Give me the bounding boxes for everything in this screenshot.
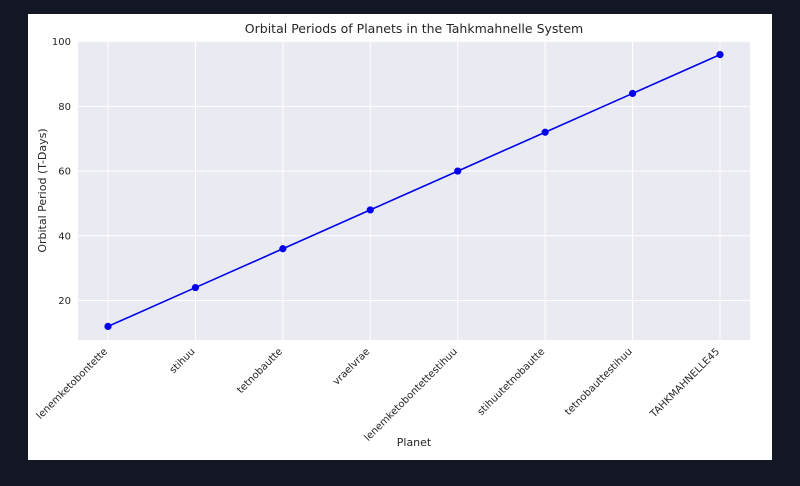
data-point xyxy=(628,89,637,98)
x-tick-label: lenemketobontette xyxy=(35,346,110,421)
data-point xyxy=(716,50,724,59)
data-points xyxy=(104,50,724,331)
y-axis-ticks: 20 40 60 80 100 xyxy=(52,37,71,307)
grid-lines xyxy=(78,41,750,340)
x-tick-label: tetnobauttestihuu xyxy=(563,346,635,418)
series-line xyxy=(107,53,721,328)
y-tick-label: 80 xyxy=(58,102,71,113)
x-tick-label: stihuutetnobautte xyxy=(476,346,548,418)
y-tick-label: 60 xyxy=(58,167,71,178)
x-tick-label: lenemketobontettestihuu xyxy=(363,346,460,443)
data-point xyxy=(366,206,374,214)
x-tick-label: vraelvrae xyxy=(331,346,372,387)
x-tick-label: TAHKMAHNELLE45 xyxy=(648,346,722,420)
y-tick-label: 40 xyxy=(58,231,71,242)
x-tick-label: tetnobautte xyxy=(235,346,285,396)
x-axis-label: Planet xyxy=(397,436,432,449)
y-axis-label: Orbital Period (T-Days) xyxy=(36,128,49,252)
data-point xyxy=(191,283,200,292)
data-point xyxy=(454,167,462,175)
x-axis-ticks: lenemketobontette stihuu tetnobautte vraelv… xyxy=(35,346,722,443)
data-point xyxy=(541,128,549,136)
x-tick-label: stihuu xyxy=(168,346,198,376)
y-tick-label: 20 xyxy=(58,296,71,307)
chart-card: 20 40 60 80 100 lenemketobontette stihuu tetno… xyxy=(28,14,772,460)
data-point xyxy=(279,245,287,253)
y-tick-label: 100 xyxy=(52,37,71,48)
data-point xyxy=(104,322,112,331)
chart-title: Orbital Periods of Planets in the Tahkma… xyxy=(245,21,583,36)
